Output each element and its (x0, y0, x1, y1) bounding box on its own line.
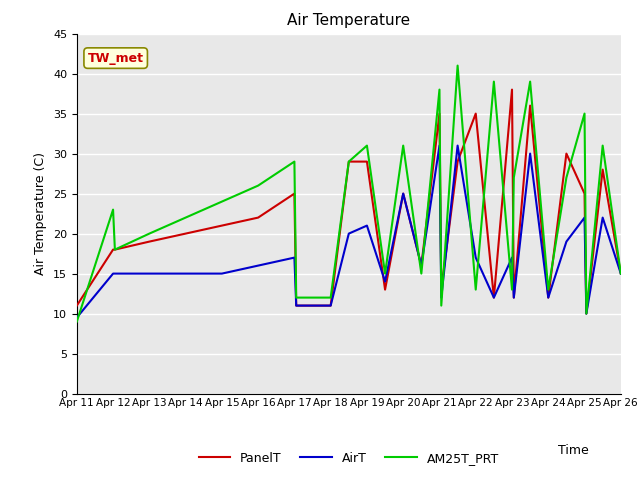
Legend: PanelT, AirT, AM25T_PRT: PanelT, AirT, AM25T_PRT (194, 447, 504, 469)
AirT (399, 191, 407, 196)
PanelT (617, 271, 625, 276)
AM25T_PRT (109, 207, 117, 213)
AirT (526, 151, 534, 156)
PanelT (254, 215, 262, 220)
AirT (617, 271, 625, 276)
Title: Air Temperature: Air Temperature (287, 13, 410, 28)
AirT (472, 255, 479, 261)
AM25T_PRT (254, 183, 262, 189)
AM25T_PRT (218, 199, 226, 204)
PanelT (327, 303, 335, 309)
PanelT (490, 295, 498, 300)
PanelT (563, 151, 570, 156)
PanelT (472, 111, 479, 117)
Line: AM25T_PRT: AM25T_PRT (77, 66, 621, 322)
PanelT (510, 295, 518, 300)
AM25T_PRT (582, 311, 590, 316)
AirT (582, 311, 590, 316)
AirT (145, 271, 153, 276)
AM25T_PRT (563, 175, 570, 180)
AirT (508, 255, 516, 261)
PanelT (73, 303, 81, 309)
AirT (327, 303, 335, 309)
AirT (182, 271, 189, 276)
AM25T_PRT (436, 87, 444, 93)
PanelT (218, 223, 226, 228)
AM25T_PRT (345, 159, 353, 165)
PanelT (292, 303, 300, 309)
AirT (436, 143, 444, 148)
Line: AirT: AirT (77, 145, 621, 318)
PanelT (436, 111, 444, 117)
PanelT (345, 159, 353, 165)
Line: PanelT: PanelT (77, 90, 621, 313)
PanelT (526, 103, 534, 108)
AirT (73, 315, 81, 321)
PanelT (291, 191, 298, 196)
PanelT (363, 159, 371, 165)
AM25T_PRT (454, 63, 461, 69)
PanelT (580, 191, 588, 196)
AM25T_PRT (508, 287, 516, 292)
AM25T_PRT (381, 271, 389, 276)
AirT (599, 215, 607, 220)
PanelT (454, 159, 461, 165)
AM25T_PRT (327, 295, 335, 300)
AM25T_PRT (292, 295, 300, 300)
AirT (454, 143, 461, 148)
Text: Time: Time (558, 444, 589, 456)
AM25T_PRT (291, 159, 298, 165)
AM25T_PRT (145, 231, 153, 237)
AirT (417, 263, 425, 268)
AM25T_PRT (580, 111, 588, 117)
AirT (345, 231, 353, 237)
PanelT (182, 231, 189, 237)
PanelT (145, 239, 153, 244)
AM25T_PRT (545, 287, 552, 292)
AM25T_PRT (363, 143, 371, 148)
AM25T_PRT (73, 319, 81, 324)
AM25T_PRT (399, 143, 407, 148)
AM25T_PRT (472, 287, 479, 292)
AirT (292, 303, 300, 309)
AirT (111, 271, 119, 276)
PanelT (582, 311, 590, 316)
PanelT (111, 247, 119, 252)
AirT (490, 295, 498, 300)
AM25T_PRT (111, 247, 119, 252)
AM25T_PRT (490, 79, 498, 84)
PanelT (417, 263, 425, 268)
PanelT (599, 167, 607, 172)
AirT (381, 279, 389, 285)
AirT (545, 295, 552, 300)
AM25T_PRT (417, 271, 425, 276)
AirT (254, 263, 262, 268)
AirT (510, 295, 518, 300)
PanelT (438, 287, 445, 292)
PanelT (545, 295, 552, 300)
AirT (291, 255, 298, 261)
PanelT (381, 287, 389, 292)
PanelT (109, 247, 117, 252)
AirT (580, 215, 588, 220)
AirT (363, 223, 371, 228)
AirT (563, 239, 570, 244)
Y-axis label: Air Temperature (C): Air Temperature (C) (35, 152, 47, 275)
PanelT (508, 87, 516, 93)
AM25T_PRT (599, 143, 607, 148)
AM25T_PRT (182, 215, 189, 220)
AM25T_PRT (438, 303, 445, 309)
AM25T_PRT (617, 271, 625, 276)
Text: TW_met: TW_met (88, 51, 144, 65)
PanelT (399, 191, 407, 196)
AirT (109, 271, 117, 276)
AirT (218, 271, 226, 276)
AM25T_PRT (510, 175, 518, 180)
AirT (438, 295, 445, 300)
AM25T_PRT (526, 79, 534, 84)
